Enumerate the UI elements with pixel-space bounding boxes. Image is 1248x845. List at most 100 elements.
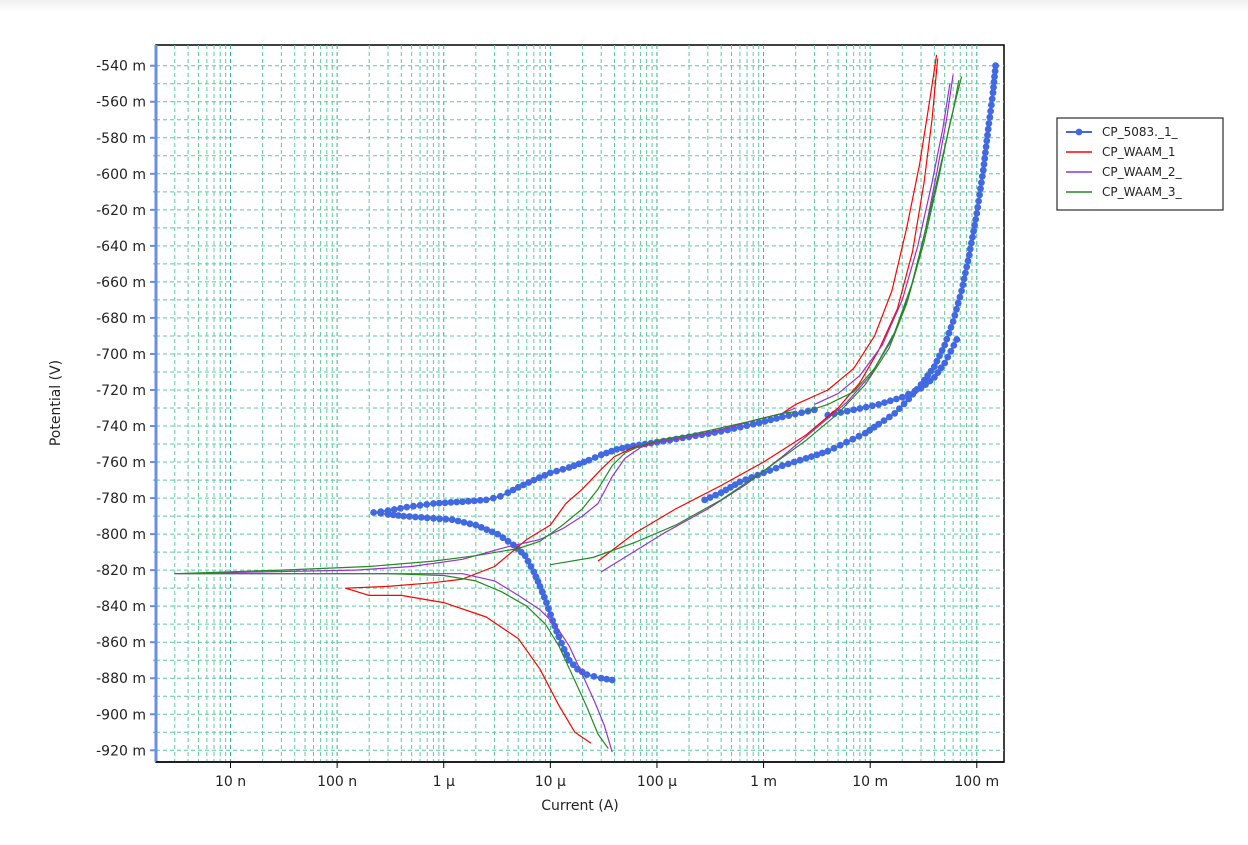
data-point bbox=[472, 521, 480, 529]
series-cp-5083-1- bbox=[370, 62, 999, 684]
data-point bbox=[524, 557, 532, 565]
data-point bbox=[976, 191, 983, 199]
data-point bbox=[836, 441, 844, 449]
data-point bbox=[869, 402, 876, 410]
series-line bbox=[600, 74, 954, 573]
data-point bbox=[553, 467, 560, 475]
data-point bbox=[965, 251, 973, 259]
data-point bbox=[538, 588, 546, 596]
data-point bbox=[613, 446, 621, 453]
series-layer bbox=[174, 54, 999, 753]
data-point bbox=[772, 464, 780, 472]
data-point bbox=[569, 661, 577, 669]
data-point bbox=[990, 78, 998, 86]
data-point bbox=[941, 359, 949, 367]
data-point bbox=[960, 275, 968, 283]
data-point bbox=[430, 514, 437, 522]
data-point bbox=[891, 410, 899, 417]
data-point bbox=[978, 173, 986, 180]
data-point bbox=[933, 357, 941, 365]
data-point bbox=[755, 419, 763, 427]
data-point bbox=[525, 479, 532, 486]
data-point bbox=[808, 453, 815, 460]
series-cp-waam-2- bbox=[174, 74, 954, 753]
y-axis-title: Potential (V) bbox=[48, 360, 64, 446]
data-point bbox=[466, 520, 474, 528]
data-point bbox=[559, 465, 567, 473]
data-point bbox=[991, 73, 998, 80]
data-point bbox=[875, 401, 882, 408]
data-point bbox=[435, 499, 443, 507]
data-point bbox=[482, 496, 490, 504]
data-point bbox=[558, 639, 565, 647]
data-point bbox=[608, 447, 615, 455]
data-point bbox=[905, 390, 912, 398]
series-line bbox=[795, 54, 938, 405]
data-point bbox=[963, 263, 971, 271]
data-point bbox=[991, 67, 999, 75]
data-point bbox=[802, 455, 810, 462]
data-point bbox=[624, 443, 632, 451]
data-point bbox=[947, 324, 955, 331]
y-tick-label: -740 m bbox=[96, 419, 146, 435]
data-point bbox=[984, 125, 992, 133]
y-tick-label: -920 m bbox=[96, 743, 146, 759]
data-point bbox=[992, 62, 999, 70]
y-tick-label: -900 m bbox=[96, 707, 146, 723]
data-point bbox=[824, 447, 832, 455]
data-point bbox=[962, 269, 969, 277]
series-line bbox=[814, 83, 951, 405]
data-point bbox=[959, 281, 967, 289]
data-point bbox=[541, 471, 549, 479]
y-tick-label: -840 m bbox=[96, 599, 146, 615]
data-point bbox=[843, 438, 850, 446]
data-point bbox=[956, 293, 964, 301]
data-point bbox=[563, 651, 571, 659]
legend-label: CP_WAAM_1 bbox=[1102, 145, 1176, 159]
data-point bbox=[447, 499, 455, 506]
data-point bbox=[540, 593, 548, 601]
data-point bbox=[749, 420, 757, 428]
y-tick-label: -760 m bbox=[96, 455, 146, 471]
data-point bbox=[453, 498, 461, 506]
y-tick-label: -860 m bbox=[96, 635, 146, 651]
data-point bbox=[390, 506, 398, 513]
data-point bbox=[530, 476, 538, 484]
data-point bbox=[941, 341, 949, 349]
data-point bbox=[736, 478, 744, 486]
data-point bbox=[497, 492, 504, 500]
y-tick-label: -620 m bbox=[96, 203, 146, 219]
data-point bbox=[706, 494, 714, 501]
data-point bbox=[988, 101, 995, 109]
data-point bbox=[410, 502, 417, 510]
data-point bbox=[880, 417, 888, 424]
data-point bbox=[565, 656, 573, 664]
data-point bbox=[549, 617, 556, 624]
data-point bbox=[395, 512, 402, 519]
data-point bbox=[944, 353, 952, 361]
data-point bbox=[990, 83, 997, 91]
data-point bbox=[950, 342, 958, 349]
data-point bbox=[855, 432, 863, 440]
data-point bbox=[397, 504, 404, 512]
y-tick-label: -680 m bbox=[96, 311, 146, 327]
data-point bbox=[423, 501, 431, 508]
data-point bbox=[470, 497, 478, 505]
data-point bbox=[416, 501, 424, 509]
data-point bbox=[979, 166, 987, 174]
series-line bbox=[597, 58, 939, 562]
data-point bbox=[761, 417, 769, 425]
data-point bbox=[494, 530, 501, 538]
data-point bbox=[937, 364, 945, 372]
data-point bbox=[951, 312, 959, 319]
data-point bbox=[545, 605, 552, 612]
legend-marker bbox=[1075, 128, 1083, 136]
data-point bbox=[984, 131, 991, 139]
legend: CP_5083._1_ CP_WAAM_1 CP_WAAM_2_ CP_WAAM_3_ bbox=[1056, 117, 1224, 211]
x-tick-label: 1 µ bbox=[433, 774, 455, 790]
data-point bbox=[527, 563, 535, 570]
data-point bbox=[489, 494, 497, 502]
data-point bbox=[837, 409, 845, 416]
data-point bbox=[954, 299, 962, 307]
data-point bbox=[412, 513, 419, 521]
